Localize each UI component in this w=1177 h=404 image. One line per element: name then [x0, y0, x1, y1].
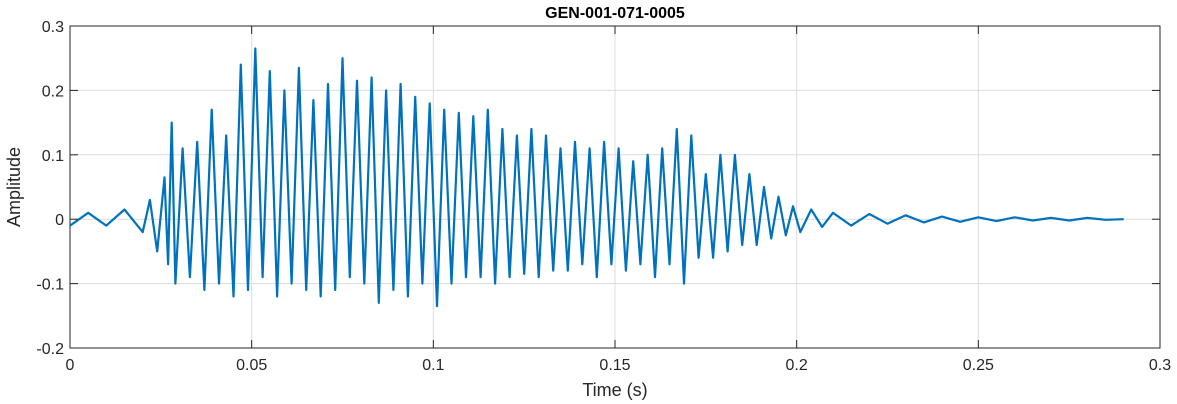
y-tick-label: 0.3 — [42, 19, 64, 36]
x-tick-label: 0.1 — [422, 357, 444, 374]
x-axis-label: Time (s) — [582, 380, 647, 400]
amplitude-series-line — [69, 47, 1124, 308]
y-tick-label: 0.1 — [42, 148, 64, 165]
x-tick-label: 0.2 — [786, 357, 808, 374]
y-tick-label: 0 — [55, 212, 64, 229]
chart-title: GEN-001-071-0005 — [545, 5, 685, 22]
grid-lines — [70, 26, 1160, 348]
x-tick-label: 0 — [66, 357, 75, 374]
x-tick-label: 0.3 — [1149, 357, 1171, 374]
y-axis-ticks: -0.2 -0.1 0 0.1 0.2 0.3 — [36, 19, 1160, 358]
x-tick-label: 0.05 — [236, 357, 267, 374]
y-tick-label: -0.1 — [36, 277, 64, 294]
x-tick-label: 0.25 — [963, 357, 994, 374]
y-tick-label: -0.2 — [36, 341, 64, 358]
y-axis-label: Amplitude — [4, 147, 24, 227]
x-axis-ticks: 0 0.05 0.1 0.15 0.2 0.25 0.3 — [66, 26, 1171, 374]
x-tick-label: 0.15 — [599, 357, 630, 374]
y-tick-label: 0.2 — [42, 83, 64, 100]
